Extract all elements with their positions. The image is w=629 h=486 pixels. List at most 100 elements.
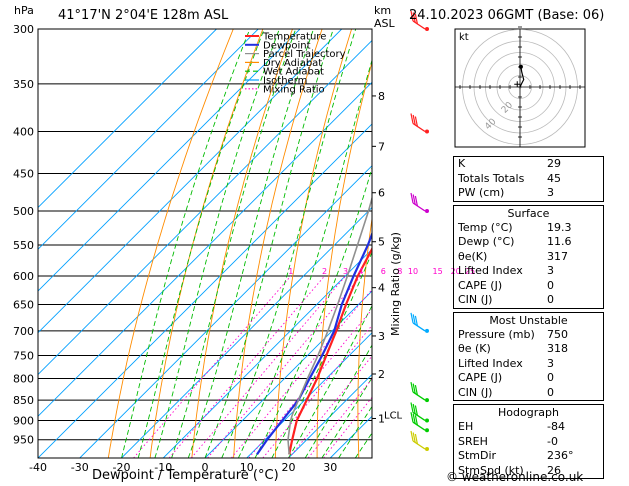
indices-table: K 29 Totals Totals 45 PW (cm) 3 (453, 156, 604, 202)
stat-row: Lifted Index 3 (454, 357, 603, 372)
stat-row: θe(K) 317 (454, 250, 603, 265)
wind-barb-flag (410, 312, 414, 324)
wet-adiabat (321, 377, 372, 458)
mixing-ratio-label: 15 (433, 267, 443, 276)
stat-label: Temp (°C) (458, 220, 513, 234)
stat-row: K 29 (454, 157, 603, 172)
isotherm-line (38, 29, 343, 334)
wind-barb-flag (412, 432, 416, 443)
pressure-tick-label: 850 (13, 394, 34, 407)
stat-value: 3 (547, 356, 554, 370)
wind-barb-flag (414, 315, 418, 327)
isotherm-line (204, 290, 372, 458)
stat-value: 11.6 (547, 235, 572, 248)
location-label: 41°17'N 2°04'E 128m ASL (58, 8, 229, 23)
legend-label: Isotherm (263, 76, 307, 87)
stat-row: StmDir 236° (454, 449, 603, 464)
wet-adiabat (187, 29, 315, 458)
stat-label: Dewp (°C) (458, 235, 515, 248)
most-unstable-table: Most Unstable Pressure (mb) 750 θe (K) 318 L… (453, 311, 604, 401)
temperature-tick-label: 30 (323, 461, 337, 474)
stats-panel: K 29 Totals Totals 45 PW (cm) 3 Surface Temp … (453, 156, 604, 482)
wind-barb-dot (425, 209, 429, 214)
wind-barbs (410, 10, 429, 451)
km-tick-label: 4 (378, 282, 385, 295)
mixing-ratio-label: 2 (322, 267, 327, 276)
wind-barb-flag (414, 116, 418, 127)
dry-adiabat (191, 29, 293, 458)
stat-label: SREH (458, 434, 488, 448)
wind-barb-flag (410, 402, 414, 413)
mixing-ratio-axis-label: Mixing Ratio (g/kg) (389, 232, 402, 336)
stat-label: CIN (J) (458, 293, 493, 306)
km-tick-label: 2 (378, 368, 385, 381)
stat-value: 45 (547, 171, 561, 185)
pressure-tick-label: 950 (13, 434, 34, 447)
dry-adiabat (357, 215, 372, 458)
pressure-tick-label: 650 (13, 299, 34, 312)
stat-value: 317 (547, 249, 568, 263)
pressure-tick-label: 350 (13, 78, 34, 91)
wind-barb-flag (414, 195, 418, 207)
wind-barb-dot (425, 418, 429, 423)
isotherm-line (246, 332, 372, 458)
dry-adiabat (612, 29, 629, 458)
wet-adiabat (338, 405, 372, 458)
isotherm-line (288, 373, 372, 458)
wet-adiabat (221, 29, 357, 458)
stat-label: EH (458, 420, 474, 433)
stat-label: PW (cm) (458, 186, 505, 199)
pressure-tick-label: 400 (13, 126, 34, 139)
stat-row: Lifted Index 3 (454, 264, 603, 279)
hodograph-point (518, 64, 523, 69)
wet-adiabat (237, 58, 372, 458)
stat-value: 19.3 (547, 220, 572, 234)
stat-value: 3 (547, 264, 554, 277)
wet-adiabat (271, 251, 372, 458)
mixing-ratio-line (248, 308, 372, 458)
x-axis-label: Dewpoint / Temperature (°C) (92, 468, 279, 483)
temperature-tick-label: 0 (202, 461, 209, 474)
stat-value: 29 (547, 157, 561, 170)
wind-barb-flag (410, 430, 414, 442)
surface-table: Surface Temp (°C) 19.3 Dewp (°C) 11.6 θe(K) 3… (453, 204, 604, 309)
mixing-ratio-line (231, 288, 372, 458)
pressure-tick-label: 550 (13, 239, 34, 252)
wet-adiabat (171, 29, 297, 458)
mixing-ratio-line (288, 355, 372, 458)
km-tick-label: 3 (378, 330, 385, 343)
wind-barb-flag (414, 405, 418, 416)
wind-barb-flag (412, 114, 416, 126)
pressure-tick-label: 300 (13, 23, 34, 36)
wind-barb-dot (425, 446, 429, 451)
stat-label: K (458, 157, 466, 170)
wet-adiabat (304, 344, 372, 458)
legend-label: Wet Adiabat (263, 67, 324, 78)
legend-label: Temperature (262, 32, 326, 43)
mixing-ratio-label: 25 (465, 267, 475, 276)
wind-barb-dot (425, 328, 429, 333)
wind-barb-flag (410, 381, 414, 393)
stat-label: Pressure (mb) (458, 327, 535, 341)
stat-row: CIN (J) 0 (454, 293, 603, 308)
wind-barb-dot (425, 428, 429, 433)
mixing-ratio-line (207, 275, 362, 458)
wind-barb-flag (412, 194, 416, 205)
wind-barb-dot (425, 129, 429, 134)
mixing-ratio-line (168, 275, 325, 458)
stat-label: Lifted Index (458, 356, 523, 370)
stat-row: CAPE (J) 0 (454, 279, 603, 294)
wind-barb-flag (412, 383, 416, 394)
isotherm-line (38, 29, 259, 250)
stat-label: Totals Totals (458, 171, 525, 185)
most-unstable-title: Most Unstable (489, 313, 568, 327)
wind-barb-flag (410, 412, 414, 423)
wind-barb-flag (412, 413, 416, 424)
stat-label: θe (K) (458, 342, 491, 355)
stat-row: Pressure (mb) 750 (454, 328, 603, 343)
isotherm-line (79, 165, 372, 458)
stat-value: 0 (547, 278, 554, 292)
